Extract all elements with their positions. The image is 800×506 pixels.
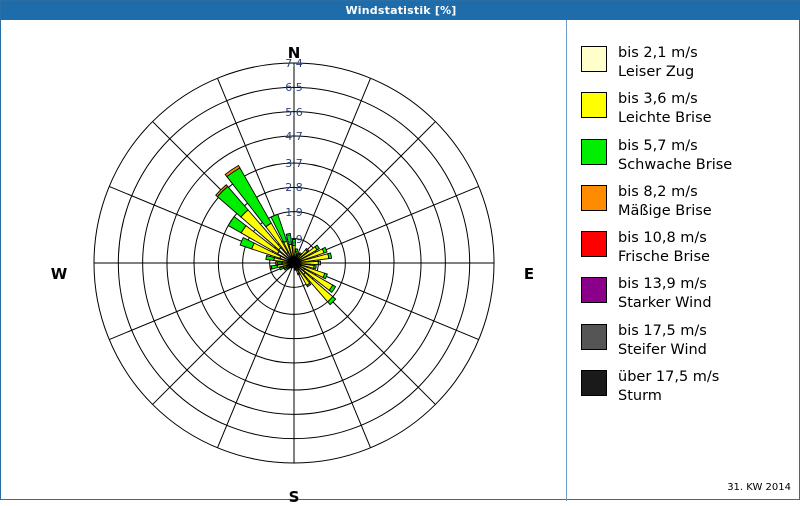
legend-speed-range: bis 5,7 m/s [618,138,698,154]
grid-spoke [153,263,294,404]
legend-item: bis 3,6 m/s Leichte Brise [581,90,732,128]
radial-tick-label: 6,5 [274,81,314,94]
wind-petal-segment [271,265,277,269]
legend-beaufort-name: Sturm [618,387,719,406]
legend-beaufort-name: Schwache Brise [618,156,732,175]
legend-color-swatch [581,139,607,165]
legend-label: bis 5,7 m/s Schwache Brise [618,137,732,175]
legend-color-swatch [581,185,607,211]
legend-speed-range: bis 13,9 m/s [618,276,707,292]
legend-speed-range: bis 17,5 m/s [618,323,707,339]
radial-tick-label: 4,7 [274,130,314,143]
legend-item: bis 13,9 m/s Starker Wind [581,275,732,313]
legend-item: bis 5,7 m/s Schwache Brise [581,137,732,175]
legend-item: bis 8,2 m/s Mäßige Brise [581,183,732,221]
radial-tick-label: 0,9 [274,233,314,246]
legend-speed-range: bis 2,1 m/s [618,45,698,61]
radial-tick-label: 5,6 [274,106,314,119]
legend-speed-range: bis 10,8 m/s [618,230,707,246]
period-label: 31. KW 2014 [727,482,791,493]
grid-spoke [109,263,294,340]
legend-item: über 17,5 m/s Sturm [581,368,732,406]
legend-color-swatch [581,370,607,396]
legend-color-swatch [581,46,607,72]
compass-label-south: S [274,488,314,506]
legend-beaufort-name: Starker Wind [618,294,712,313]
legend-label: bis 17,5 m/s Steifer Wind [618,322,707,360]
wind-petal-segment [328,253,332,259]
wind-petal-segment [298,273,300,275]
legend-panel: bis 2,1 m/s Leiser Zug bis 3,6 m/s Leichte … [566,20,800,501]
grid-spoke [294,122,435,263]
legend-label: bis 8,2 m/s Mäßige Brise [618,183,712,221]
radial-tick-label: 2,8 [274,181,314,194]
wind-petal-segment [295,269,296,270]
legend-label: über 17,5 m/s Sturm [618,368,719,406]
legend-color-swatch [581,324,607,350]
wind-petal-segment [314,266,317,269]
radial-tick-label: 7,4 [274,57,314,70]
legend-items: bis 2,1 m/s Leiser Zug bis 3,6 m/s Leichte … [581,44,732,414]
legend-label: bis 10,8 m/s Frische Brise [618,229,710,267]
legend-beaufort-name: Leiser Zug [618,63,698,82]
grid-spoke [217,263,294,448]
window-title: Windstatistik [%] [345,4,456,17]
legend-beaufort-name: Frische Brise [618,248,710,267]
wind-petal-segment [318,261,320,265]
window-title-bar: Windstatistik [%] [1,1,800,20]
legend-item: bis 10,8 m/s Frische Brise [581,229,732,267]
wind-petal-segment [270,266,272,270]
legend-speed-range: bis 8,2 m/s [618,184,698,200]
legend-label: bis 3,6 m/s Leichte Brise [618,90,712,128]
legend-beaufort-name: Mäßige Brise [618,202,712,221]
legend-color-swatch [581,92,607,118]
legend-label: bis 13,9 m/s Starker Wind [618,275,712,313]
legend-item: bis 17,5 m/s Steifer Wind [581,322,732,360]
wind-petal-segment [295,249,297,252]
radial-tick-label: 1,9 [274,206,314,219]
legend-speed-range: bis 3,6 m/s [618,91,698,107]
legend-speed-range: über 17,5 m/s [618,369,719,385]
legend-item: bis 2,1 m/s Leiser Zug [581,44,732,82]
wind-petal-segment [277,262,282,264]
legend-color-swatch [581,231,607,257]
radial-tick-label: 3,7 [274,157,314,170]
wind-petal-segment [276,262,278,265]
compass-label-east: E [509,265,549,283]
legend-beaufort-name: Leichte Brise [618,109,712,128]
compass-label-west: W [39,265,79,283]
legend-label: bis 2,1 m/s Leiser Zug [618,44,698,82]
legend-beaufort-name: Steifer Wind [618,341,707,360]
legend-color-swatch [581,277,607,303]
